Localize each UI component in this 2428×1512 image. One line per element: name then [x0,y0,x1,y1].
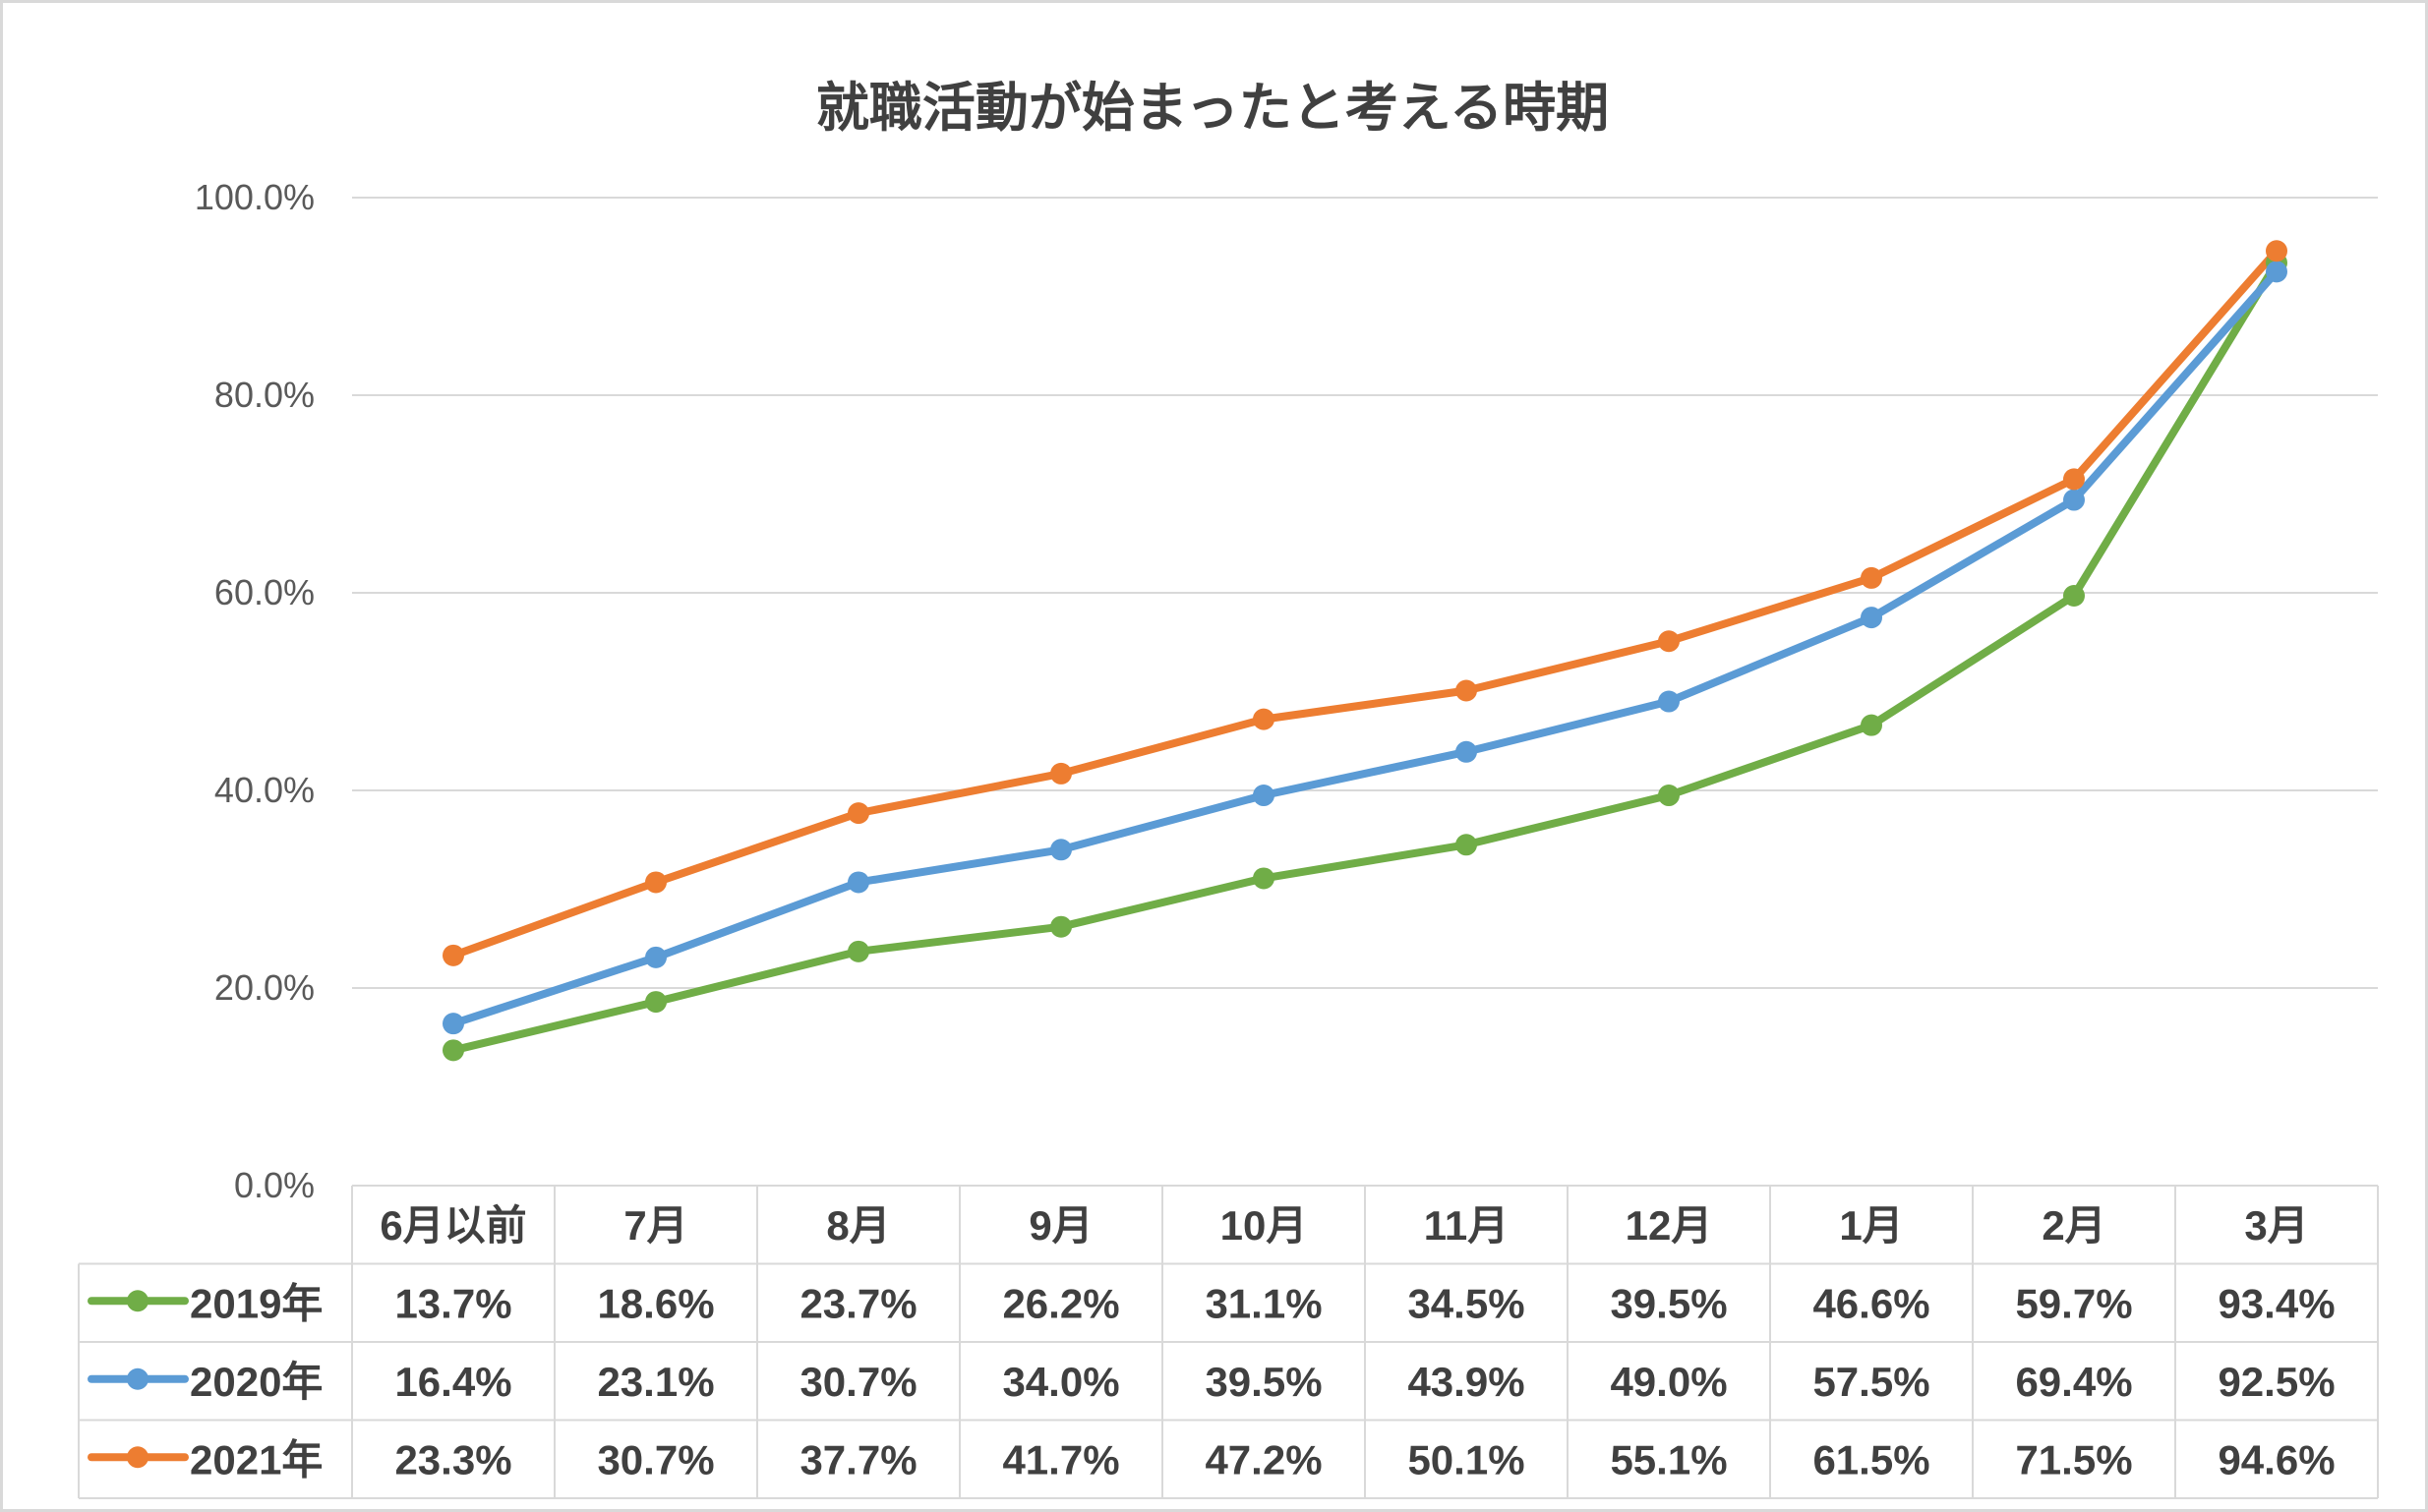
data-table-cell: 69.4% [2015,1359,2132,1405]
data-table: 6月以前 7月 8月 9月 10月 11月 12月 1月 2月 3月 2019年 13.7% 18.6%… [78,1185,2379,1499]
data-table-cell: 18.6% [597,1280,714,1326]
data-table-cell: 43.9% [1407,1359,1524,1405]
series-line [449,267,2280,1028]
y-tick-label: 0.0% [234,1165,315,1205]
data-table-cell: 13.7% [394,1280,511,1326]
data-table-cell: 31.1% [1205,1280,1322,1326]
data-table-cell: 26.2% [1002,1280,1119,1326]
chart-svg: 就職活動が始まったと考える時期 0.0% 20.0% 40.0% 60.0% 80.0%… [78,79,2379,1499]
data-table-cell: 57.5% [1812,1359,1929,1405]
data-point [2063,489,2085,511]
data-table-cell: 37.7% [799,1436,917,1483]
category-label: 2月 [2042,1202,2105,1249]
data-point [1861,566,1882,589]
data-table-cell: 39.5% [1610,1280,1727,1326]
data-table-cell: 59.7% [2015,1280,2132,1326]
data-point [848,871,869,894]
data-point [1253,785,1274,807]
data-table-cell: 46.6% [1812,1280,1929,1326]
data-table-cell: 41.7% [1002,1436,1119,1483]
series-layer [443,240,2287,1062]
data-point [1253,708,1274,730]
data-point [848,940,869,962]
y-tick-label: 40.0% [214,770,315,810]
category-label: 10月 [1220,1202,1308,1249]
legend-series-name: 2021年 [190,1436,323,1483]
grid-layer: 0.0% 20.0% 40.0% 60.0% 80.0% 100.0% [195,177,2378,1205]
category-label: 6月以前 [380,1202,526,1249]
data-table-cell: 34.5% [1407,1280,1524,1326]
data-point [645,871,667,894]
legend-marker [127,1367,148,1390]
data-table-cell: 50.1% [1407,1436,1524,1483]
data-point [1455,740,1477,763]
data-table-cell: 34.0% [1002,1359,1119,1405]
data-table-cell: 94.6% [2218,1436,2335,1483]
category-label: 1月 [1839,1202,1903,1249]
data-table-cell: 49.0% [1610,1359,1727,1405]
data-table-cell: 23.3% [394,1436,511,1483]
data-point [848,802,869,825]
y-tick-label: 80.0% [214,375,315,415]
data-table-cell: 93.4% [2218,1280,2335,1326]
legend-series-name: 2020年 [190,1359,323,1405]
data-point [2063,468,2085,491]
series-line [449,259,2280,1055]
category-label: 3月 [2244,1202,2308,1249]
y-tick-label: 100.0% [195,177,315,217]
data-point [1658,785,1680,807]
chart-title: 就職活動が始まったと考える時期 [816,79,1609,138]
legend-marker [127,1290,148,1312]
data-point [1658,690,1680,713]
data-table-cell: 30.7% [799,1359,917,1405]
data-point [1658,630,1680,653]
data-point [443,944,464,966]
y-tick-label: 20.0% [214,967,315,1008]
data-point [1050,762,1072,785]
data-point [443,1039,464,1062]
data-point [1861,607,1882,629]
data-point [1253,867,1274,890]
data-point [2266,240,2287,262]
data-table-cell: 39.5% [1205,1359,1322,1405]
series-line [449,247,2280,960]
data-table-cell: 23.7% [799,1280,917,1326]
data-table-cell: 92.5% [2218,1359,2335,1405]
data-point [1455,679,1477,702]
data-table-cell: 61.5% [1812,1436,1929,1483]
category-label: 9月 [1029,1202,1093,1249]
data-table-cell: 23.1% [597,1359,714,1405]
category-label: 12月 [1626,1202,1713,1249]
data-point [1455,834,1477,856]
data-table-cell: 16.4% [394,1359,511,1405]
data-point [2266,261,2287,283]
data-point [1861,714,1882,736]
category-label: 7月 [623,1202,687,1249]
data-table-cell: 71.5% [2015,1436,2132,1483]
data-point [443,1013,464,1035]
data-table-cell: 30.7% [597,1436,714,1483]
category-label: 8月 [826,1202,890,1249]
data-point [645,946,667,968]
data-point [2063,585,2085,608]
y-tick-label: 60.0% [214,572,315,612]
category-label: 11月 [1424,1202,1509,1249]
data-table-cell: 55.1% [1610,1436,1727,1483]
data-point [645,991,667,1014]
data-point [1050,839,1072,861]
data-table-cell: 47.2% [1205,1436,1322,1483]
legend-series-name: 2019年 [190,1280,323,1326]
data-point [1050,915,1072,938]
legend-marker [127,1446,148,1469]
